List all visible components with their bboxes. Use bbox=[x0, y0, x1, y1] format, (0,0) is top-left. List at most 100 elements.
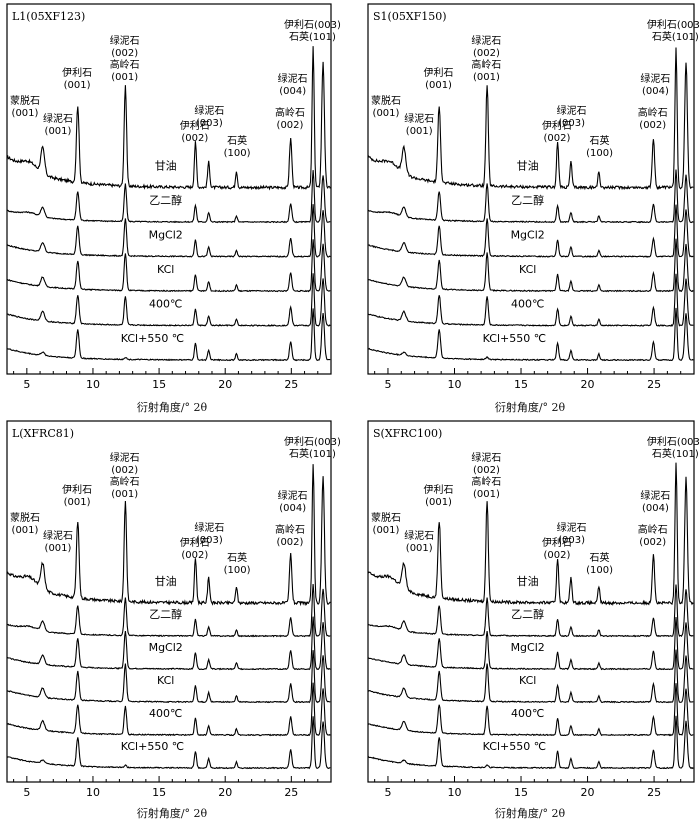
peak-label: 高岭石 bbox=[275, 523, 305, 536]
x-tick-label: 10 bbox=[447, 786, 461, 799]
x-tick-label: 15 bbox=[152, 378, 166, 391]
x-tick-label: 20 bbox=[218, 378, 232, 391]
peak-label: 绿泥石 bbox=[43, 112, 73, 125]
peak-label: 石英(101) bbox=[289, 30, 336, 43]
peak-label: (003) bbox=[558, 118, 585, 129]
peak-label: 伊利石 bbox=[542, 537, 572, 549]
series-label: MgCl2 bbox=[511, 229, 545, 242]
xrd-trace bbox=[6, 716, 331, 770]
x-axis-label-right-bottom: 衍射角度/° 2θ bbox=[494, 807, 566, 820]
x-tick-label: 10 bbox=[86, 786, 100, 799]
series-label: KCl+550 ℃ bbox=[121, 332, 184, 345]
xrd-trace bbox=[367, 683, 694, 737]
peak-label: (003) bbox=[196, 535, 223, 546]
peak-label: 绿泥石 bbox=[557, 521, 587, 534]
peak-label: (002) bbox=[544, 133, 571, 144]
peak-label: (002) bbox=[111, 465, 138, 476]
xrd-trace bbox=[367, 649, 694, 704]
peak-label: 高岭石 bbox=[471, 475, 501, 488]
peak-label: 石英 bbox=[227, 134, 247, 147]
peak-label: 伊利石 bbox=[542, 120, 572, 132]
peak-label: 高岭石 bbox=[471, 58, 501, 71]
panel-frame bbox=[6, 3, 332, 375]
peak-label: (003) bbox=[558, 535, 585, 546]
x-tick-label: 15 bbox=[514, 786, 528, 799]
peak-label: 绿泥石 bbox=[557, 104, 587, 117]
xrd-trace bbox=[367, 204, 694, 258]
peak-label: 石英(101) bbox=[652, 447, 699, 460]
peak-label: 蒙脱石 bbox=[10, 94, 40, 107]
peak-label: (002) bbox=[277, 120, 304, 131]
panel-title: S1(05XF150) bbox=[373, 10, 447, 23]
peak-label: (002) bbox=[181, 550, 208, 561]
xrd-trace bbox=[367, 616, 694, 671]
peak-label: (004) bbox=[279, 86, 306, 97]
xrd-trace bbox=[367, 273, 694, 328]
xrd-trace bbox=[6, 273, 331, 327]
peak-label: 高岭石 bbox=[638, 523, 668, 536]
peak-label: 绿泥石 bbox=[110, 34, 140, 47]
peak-label: (001) bbox=[64, 80, 91, 91]
series-label: 乙二醇 bbox=[511, 193, 544, 207]
peak-label: (100) bbox=[586, 565, 613, 576]
x-tick-label: 10 bbox=[86, 378, 100, 391]
xrd-trace bbox=[6, 583, 331, 638]
peak-label: 绿泥石 bbox=[278, 72, 308, 85]
series-label: KCl+550 ℃ bbox=[121, 740, 184, 753]
peak-label: (001) bbox=[473, 489, 500, 500]
peak-label: 绿泥石 bbox=[278, 489, 308, 502]
x-tick-label: 25 bbox=[284, 786, 298, 799]
peak-label: (001) bbox=[64, 497, 91, 508]
x-tick-label: 25 bbox=[647, 786, 661, 799]
x-tick-label: 5 bbox=[384, 378, 391, 391]
peak-label: (001) bbox=[45, 543, 72, 554]
peak-label: (100) bbox=[586, 148, 613, 159]
x-tick-label: 5 bbox=[23, 378, 30, 391]
peak-label: (003) bbox=[196, 118, 223, 129]
panel-frame bbox=[6, 420, 332, 783]
xrd-trace bbox=[6, 616, 331, 671]
peak-label: (002) bbox=[639, 537, 666, 548]
peak-label: (004) bbox=[279, 503, 306, 514]
peak-label: 伊利石 bbox=[62, 484, 92, 496]
xrd-trace bbox=[7, 650, 331, 704]
series-label: 甘油 bbox=[517, 574, 539, 588]
peak-label: 伊利石(003) bbox=[647, 436, 700, 448]
peak-label: (001) bbox=[406, 543, 433, 554]
panel-title: L1(05XF123) bbox=[12, 10, 85, 23]
peak-label: 伊利石 bbox=[424, 484, 454, 496]
peak-label: 绿泥石 bbox=[194, 104, 224, 117]
x-tick-label: 15 bbox=[152, 786, 166, 799]
peak-label: 石英 bbox=[590, 551, 610, 564]
peak-label: 绿泥石 bbox=[404, 112, 434, 125]
peak-label: (001) bbox=[111, 489, 138, 500]
peak-label: 伊利石 bbox=[180, 120, 210, 132]
peak-label: 伊利石(003) bbox=[647, 19, 700, 31]
peak-label: (001) bbox=[12, 525, 39, 536]
xrd-trace bbox=[6, 204, 331, 258]
peak-label: (002) bbox=[277, 537, 304, 548]
peak-label: 高岭石 bbox=[110, 475, 140, 488]
series-label: 甘油 bbox=[517, 159, 539, 173]
x-tick-label: 15 bbox=[514, 378, 528, 391]
peak-label: 石英 bbox=[590, 134, 610, 147]
xrd-trace bbox=[367, 715, 694, 770]
series-label: MgCl2 bbox=[149, 229, 183, 242]
peak-label: (002) bbox=[111, 48, 138, 59]
series-label: 乙二醇 bbox=[511, 607, 544, 621]
peak-label: 绿泥石 bbox=[640, 72, 670, 85]
xrd-trace bbox=[367, 47, 694, 191]
peak-label: 绿泥石 bbox=[471, 34, 501, 47]
x-tick-label: 20 bbox=[581, 378, 595, 391]
series-label: KCl bbox=[157, 674, 174, 687]
peak-label: 伊利石 bbox=[62, 67, 92, 79]
peak-label: (001) bbox=[425, 497, 452, 508]
x-tick-label: 5 bbox=[384, 786, 391, 799]
peak-label: 蒙脱石 bbox=[371, 94, 401, 107]
peak-label: (001) bbox=[406, 126, 433, 137]
series-label: 甘油 bbox=[155, 159, 177, 173]
xrd-trace bbox=[367, 462, 694, 606]
